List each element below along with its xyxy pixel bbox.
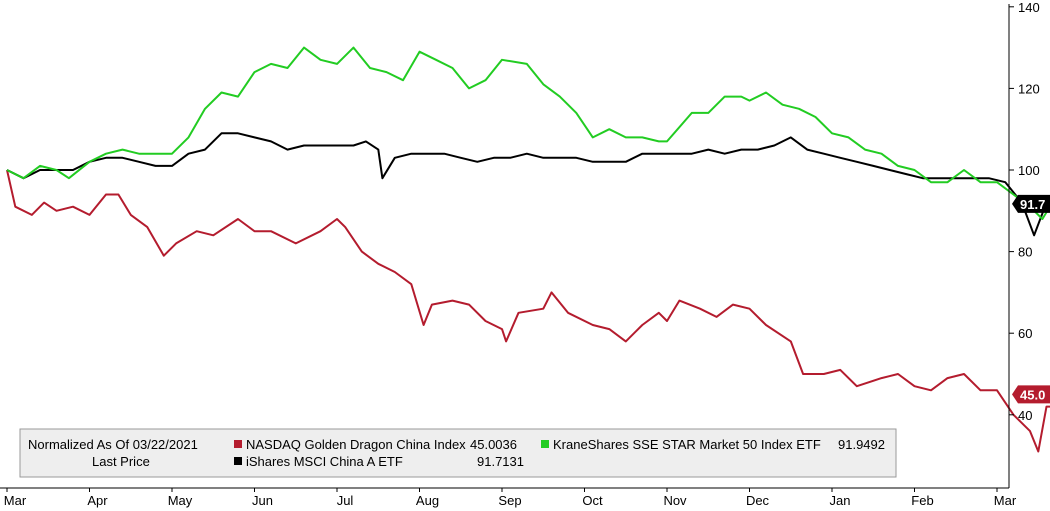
x-tick-label: Mar <box>994 493 1017 508</box>
x-tick-label: Feb <box>911 493 933 508</box>
x-tick-label: Jun <box>252 493 273 508</box>
legend-value-nasdaq: 45.0036 <box>470 437 517 452</box>
series-layer <box>6 46 1050 453</box>
legend-label-nasdaq: NASDAQ Golden Dragon China Index <box>246 437 466 452</box>
x-axis-ticks: Mar Apr May Jun Jul Aug Sep Oct Nov Dec Jan Feb Mar <box>4 488 1017 508</box>
x-tick-label: Nov <box>663 493 687 508</box>
y-tick-label: 140 <box>1018 0 1040 15</box>
y-tick-label: 120 <box>1018 81 1040 96</box>
last-value-badges: 91.7 45.0 <box>1012 194 1050 404</box>
last-value-badge-label: 91.7 <box>1020 197 1045 212</box>
legend-value-ishares: 91.7131 <box>477 454 524 469</box>
last-value-badge-label: 45.0 <box>1020 387 1045 402</box>
y-axis-ticks: 40 60 80 100 120 140 <box>1009 0 1040 423</box>
x-tick-label: Apr <box>87 493 108 508</box>
legend-box <box>19 428 897 478</box>
legend-label-kraneshares: KraneShares SSE STAR Market 50 Index ETF <box>553 437 821 452</box>
legend-label-ishares: iShares MSCI China A ETF <box>246 454 403 469</box>
x-tick-label: Jul <box>337 493 354 508</box>
x-tick-label: May <box>168 493 193 508</box>
y-tick-label: 40 <box>1018 408 1032 423</box>
y-tick-label: 80 <box>1018 245 1032 260</box>
legend-swatch-nasdaq <box>234 440 242 448</box>
x-tick-label: Sep <box>498 493 521 508</box>
last-value-badge <box>1012 385 1050 404</box>
series-line-nasdaq-golden-dragon-china-index <box>6 169 1050 453</box>
x-tick-label: Mar <box>4 493 27 508</box>
legend-swatch-kraneshares <box>541 440 549 448</box>
x-tick-label: Aug <box>416 493 439 508</box>
legend: Normalized As Of 03/22/2021 Last Price N… <box>19 428 897 478</box>
y-tick-label: 60 <box>1018 326 1032 341</box>
series-line-ishares-msci-china-a-etf <box>6 132 1050 237</box>
series-line-kraneshares-sse-star-market-50-index-etf <box>6 46 1050 220</box>
last-value-badge <box>1012 194 1050 213</box>
legend-header-line1: Normalized As Of 03/22/2021 <box>28 437 198 452</box>
legend-value-kraneshares: 91.9492 <box>838 437 885 452</box>
legend-swatch-ishares <box>234 457 242 465</box>
x-tick-label: Dec <box>746 493 770 508</box>
y-tick-label: 100 <box>1018 163 1040 178</box>
x-tick-label: Jan <box>830 493 851 508</box>
x-tick-label: Oct <box>582 493 603 508</box>
legend-header-line2: Last Price <box>92 454 150 469</box>
